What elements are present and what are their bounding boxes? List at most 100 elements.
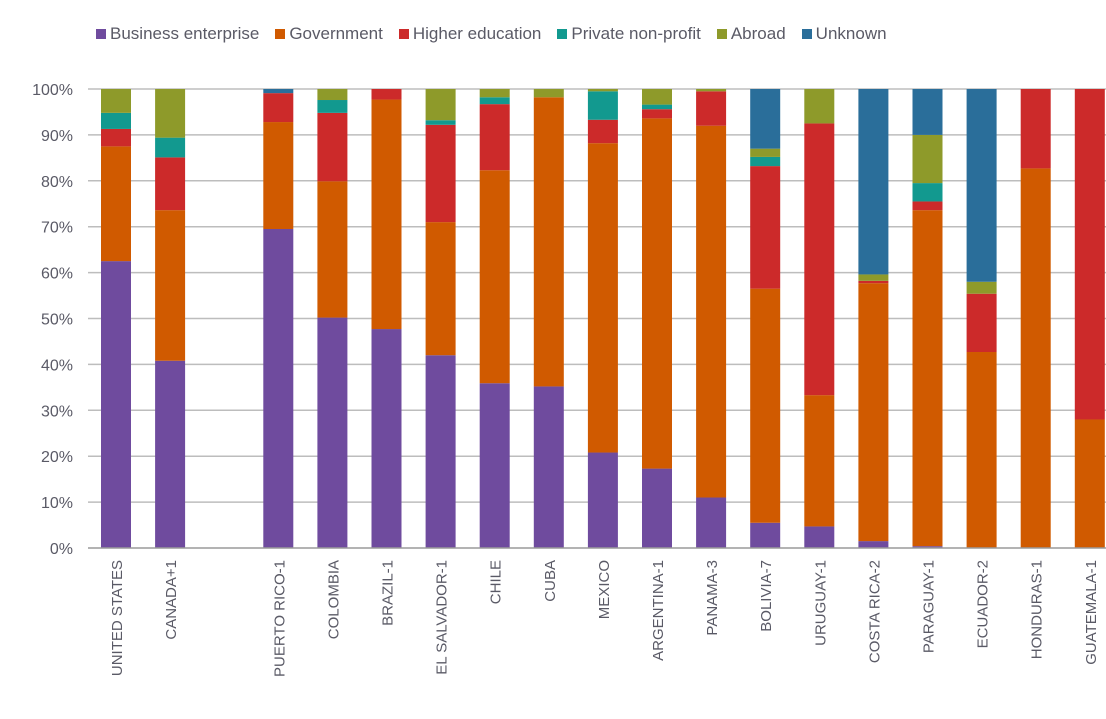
bar-segment: [750, 522, 781, 548]
bar-segment: [966, 293, 997, 353]
bar-segment: [912, 546, 943, 548]
legend-swatch: [398, 29, 409, 39]
bar-segment: [155, 137, 186, 158]
x-tick-label: CANADA+1: [163, 560, 180, 640]
bar-segment: [425, 355, 456, 548]
bar-segment: [479, 104, 510, 171]
y-tick-label: 70%: [41, 220, 73, 237]
bar-segment: [912, 210, 943, 547]
bar-segment: [858, 89, 889, 275]
legend-label: Government: [289, 24, 383, 43]
bar-segment: [642, 89, 672, 105]
legend-item: Unknown: [801, 24, 887, 44]
bar-segment: [858, 280, 889, 284]
bar-segment: [425, 124, 456, 223]
bar-segment: [696, 91, 727, 126]
legend-label: Private non-profit: [571, 24, 701, 43]
bar-segment: [912, 201, 943, 211]
legend-item: Abroad: [716, 24, 786, 44]
x-tick-label: PUERTO RICO-1: [271, 560, 288, 677]
bar-segment: [587, 89, 618, 92]
legend-label: Abroad: [730, 24, 786, 43]
bar-segment: [750, 156, 781, 167]
x-tick-label: COLOMBIA: [325, 560, 342, 639]
bar-segment: [587, 143, 618, 453]
bar-segment: [263, 93, 294, 123]
x-tick-label: CHILE: [488, 560, 505, 604]
bar-segment: [642, 109, 672, 119]
bar-segment: [587, 452, 618, 548]
x-tick-label: ECUADOR-2: [975, 560, 992, 648]
x-tick-label: BOLIVIA-7: [758, 560, 775, 632]
legend-swatch: [716, 29, 727, 39]
y-tick-label: 80%: [41, 174, 73, 191]
x-tick-label: URUGUAY-1: [812, 560, 829, 646]
bar-segment: [155, 89, 186, 138]
bar-segment: [804, 89, 835, 124]
bar-segment: [587, 91, 618, 120]
bar-segment: [425, 222, 456, 356]
legend-item: Business enterprise: [96, 24, 259, 44]
x-tick-label: HONDURAS-1: [1029, 560, 1046, 659]
bar-segment: [750, 148, 781, 157]
x-tick-label: PARAGUAY-1: [921, 560, 938, 653]
bar-segment: [479, 170, 510, 384]
bar-segment: [696, 89, 727, 92]
legend-item: Higher education: [398, 24, 542, 44]
bar-segment: [101, 146, 131, 262]
bar-segment: [696, 125, 727, 498]
y-tick-label: 30%: [41, 403, 73, 420]
y-tick-label: 60%: [41, 266, 73, 283]
bar-segment: [101, 261, 131, 548]
legend-label: Business enterprise: [110, 24, 260, 43]
bar-segment: [479, 89, 510, 98]
bar-segment: [642, 468, 672, 548]
bar-segment: [371, 329, 402, 548]
legend-label: Unknown: [815, 24, 887, 43]
x-tick-label: PANAMA-3: [704, 560, 721, 636]
bar-segment: [263, 89, 294, 94]
legend-swatch: [801, 29, 812, 39]
legend-label: Higher education: [412, 24, 542, 43]
bar-segment: [479, 383, 510, 548]
bar-segment: [858, 283, 889, 542]
bar-segment: [317, 100, 348, 113]
bar-segment: [804, 395, 835, 527]
x-tick-label: CUBA: [542, 560, 559, 602]
bar-segment: [966, 352, 997, 548]
bar-segment: [1074, 89, 1105, 420]
x-tick-label: EL SALVADOR-1: [434, 560, 451, 675]
x-tick-label: BRAZIL-1: [380, 560, 397, 626]
bar-segment: [804, 123, 835, 396]
bar-segment: [479, 97, 510, 105]
bar-segment: [858, 274, 889, 281]
bar-segment: [912, 89, 943, 135]
bar-segment: [533, 97, 564, 387]
bar-segment: [371, 89, 402, 100]
bar-segment: [425, 89, 456, 121]
bar-segment: [1020, 89, 1051, 169]
bar-segment: [263, 122, 294, 229]
bar-segment: [533, 386, 564, 548]
bar-segment: [1074, 419, 1105, 548]
bar-segment: [317, 112, 348, 182]
x-tick-label: MEXICO: [596, 560, 613, 619]
bar-segment: [966, 281, 997, 294]
x-tick-label: ARGENTINA-1: [650, 560, 667, 661]
chart-legend: Business enterprise Government Higher educ…: [96, 22, 887, 46]
bar-segment: [587, 119, 618, 144]
bar-segment: [966, 89, 997, 282]
y-tick-label: 100%: [32, 82, 73, 99]
bar-segment: [155, 157, 186, 211]
bar-segment: [1020, 168, 1051, 549]
bar-segment: [317, 89, 348, 101]
bar-segment: [696, 497, 727, 548]
y-tick-label: 10%: [41, 495, 73, 512]
y-tick-label: 40%: [41, 357, 73, 374]
bar-segment: [750, 89, 781, 149]
y-tick-label: 0%: [50, 541, 73, 558]
y-tick-label: 50%: [41, 312, 73, 329]
bar-segment: [912, 134, 943, 184]
bar-segment: [101, 112, 131, 129]
